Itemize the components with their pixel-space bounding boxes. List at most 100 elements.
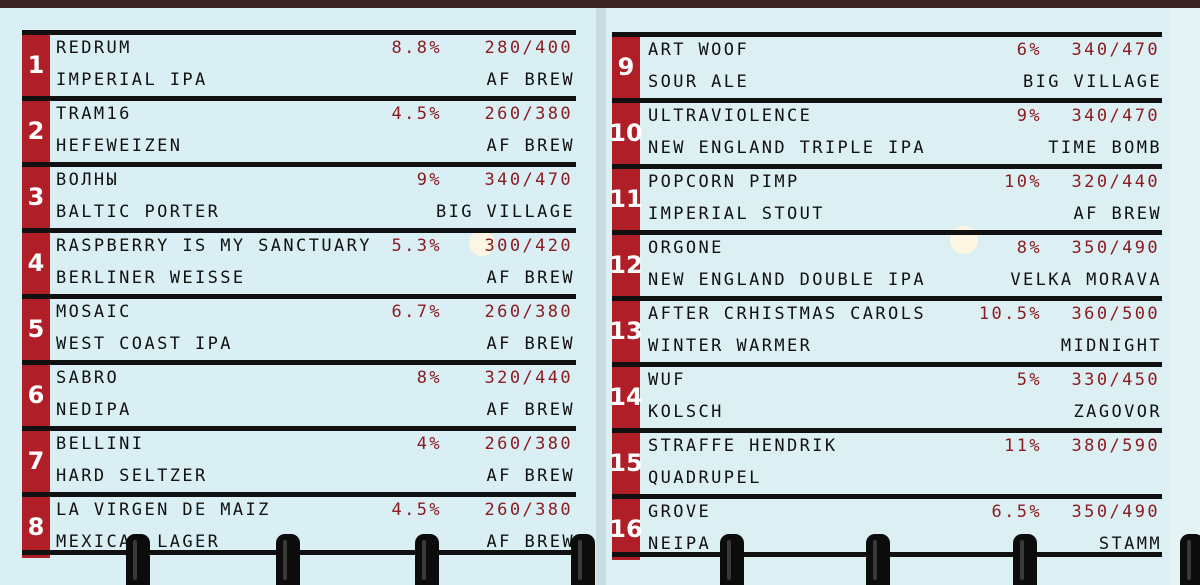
number-box	[612, 301, 640, 362]
number-box	[612, 499, 640, 560]
tap-handle	[1013, 534, 1037, 585]
tap-handle	[415, 534, 439, 585]
abv: 5.3%	[391, 236, 442, 256]
tap-row: 15 STRAFFE HENDRIK 11% 380/590 QUADRUPEL	[609, 428, 1162, 494]
brewery: AF BREW	[487, 532, 575, 552]
price: 380/590	[1072, 436, 1160, 456]
tap-handle	[720, 534, 744, 585]
brewery: ZAGOVOR	[1074, 402, 1162, 422]
beer-style: SOUR ALE	[648, 72, 749, 92]
abv: 4.5%	[391, 500, 442, 520]
tap-number: 11	[609, 185, 642, 213]
price: 340/470	[1072, 40, 1160, 60]
tap-number: 5	[28, 315, 45, 343]
number-box	[22, 431, 50, 492]
abv: 5%	[1017, 370, 1042, 390]
beer-name: MOSAIC	[56, 302, 132, 322]
tap-row: 1 REDRUM 8.8% 280/400 IMPERIAL IPA AF BREW	[22, 30, 576, 96]
tap-handle-highlight	[578, 540, 582, 580]
beer-style: NEDIPA	[56, 400, 132, 420]
row-bar	[612, 428, 1162, 433]
tap-number: 6	[28, 381, 45, 409]
abv: 10.5%	[979, 304, 1042, 324]
brewery: VELKA MORAVA	[1010, 270, 1162, 290]
number-box	[22, 35, 50, 96]
price: 260/380	[485, 434, 573, 454]
beer-name: BELLINI	[56, 434, 144, 454]
tap-row: 11 POPCORN PIMP 10% 320/440 IMPERIAL STOUT AF…	[609, 164, 1162, 230]
beer-style: NEIPA	[648, 534, 711, 554]
price: 340/470	[485, 170, 573, 190]
brewery: AF BREW	[487, 70, 575, 90]
beer-style: IMPERIAL IPA	[56, 70, 208, 90]
number-box	[22, 365, 50, 426]
beer-name: ВОЛНЫ	[56, 170, 119, 190]
tap-row: 10 ULTRAVIOLENCE 9% 340/470 NEW ENGLAND TRIP…	[609, 98, 1162, 164]
number-box	[22, 497, 50, 558]
price: 320/440	[485, 368, 573, 388]
tap-handle-highlight	[133, 540, 137, 580]
row-bar	[22, 426, 576, 431]
brewery: TIME BOMB	[1048, 138, 1162, 158]
brewery: AF BREW	[487, 268, 575, 288]
number-box	[612, 235, 640, 296]
abv: 8%	[1017, 238, 1042, 258]
price: 350/490	[1072, 502, 1160, 522]
tap-number: 13	[609, 317, 642, 345]
tap-number: 2	[28, 117, 45, 145]
beer-name: SABRO	[56, 368, 119, 388]
brewery: AF BREW	[1074, 204, 1162, 224]
beer-style: HARD SELTZER	[56, 466, 208, 486]
abv: 6.5%	[991, 502, 1042, 522]
row-bar	[612, 494, 1162, 499]
tap-handle-highlight	[873, 540, 877, 580]
beer-name: TRAM16	[56, 104, 132, 124]
beer-style: BALTIC PORTER	[56, 202, 220, 222]
row-bar	[22, 228, 576, 233]
row-bar	[22, 96, 576, 101]
brewery: AF BREW	[487, 400, 575, 420]
beer-name: ART WOOF	[648, 40, 749, 60]
tap-handle	[126, 534, 150, 585]
price: 330/450	[1072, 370, 1160, 390]
tap-number: 15	[609, 449, 642, 477]
price: 260/380	[485, 500, 573, 520]
tap-row: 2 TRAM16 4.5% 260/380 HEFEWEIZEN AF BREW	[22, 96, 576, 162]
tap-handle-highlight	[727, 540, 731, 580]
beer-style: QUADRUPEL	[648, 468, 762, 488]
brewery: STAMM	[1099, 534, 1162, 554]
abv: 4%	[417, 434, 442, 454]
tap-row: 14 WUF 5% 330/450 KOLSCH ZAGOVOR	[609, 362, 1162, 428]
brewery: MIDNIGHT	[1061, 336, 1162, 356]
row-bar	[22, 162, 576, 167]
row-bar	[612, 296, 1162, 301]
beer-style: KOLSCH	[648, 402, 724, 422]
row-bar	[612, 164, 1162, 169]
abv: 6%	[1017, 40, 1042, 60]
number-box	[22, 233, 50, 294]
tap-handle-highlight	[1020, 540, 1024, 580]
beer-name: WUF	[648, 370, 686, 390]
tap-handle-highlight	[283, 540, 287, 580]
abv: 6.7%	[391, 302, 442, 322]
beer-name: POPCORN PIMP	[648, 172, 800, 192]
tap-number: 4	[28, 249, 45, 277]
edge-light	[1170, 8, 1200, 585]
price: 300/420	[485, 236, 573, 256]
number-box	[612, 433, 640, 494]
tap-number: 3	[28, 183, 45, 211]
tap-handle	[276, 534, 300, 585]
tap-row: 3 ВОЛНЫ 9% 340/470 BALTIC PORTER BIG VILLAGE	[22, 162, 576, 228]
abv: 9%	[417, 170, 442, 190]
light-reflection	[469, 230, 495, 256]
price: 340/470	[1072, 106, 1160, 126]
abv: 9%	[1017, 106, 1042, 126]
tap-row: 4 RASPBERRY IS MY SANCTUARY 5.3% 300/420 BER…	[22, 228, 576, 294]
tap-handle	[866, 534, 890, 585]
brewery: BIG VILLAGE	[1023, 72, 1162, 92]
number-box	[22, 167, 50, 228]
tap-handle	[571, 534, 595, 585]
tap-row: 12 ORGONE 8% 350/490 NEW ENGLAND DOUBLE IPA V…	[609, 230, 1162, 296]
number-box	[612, 37, 640, 98]
tap-row: 9 ART WOOF 6% 340/470 SOUR ALE BIG VILLAGE	[612, 32, 1162, 98]
